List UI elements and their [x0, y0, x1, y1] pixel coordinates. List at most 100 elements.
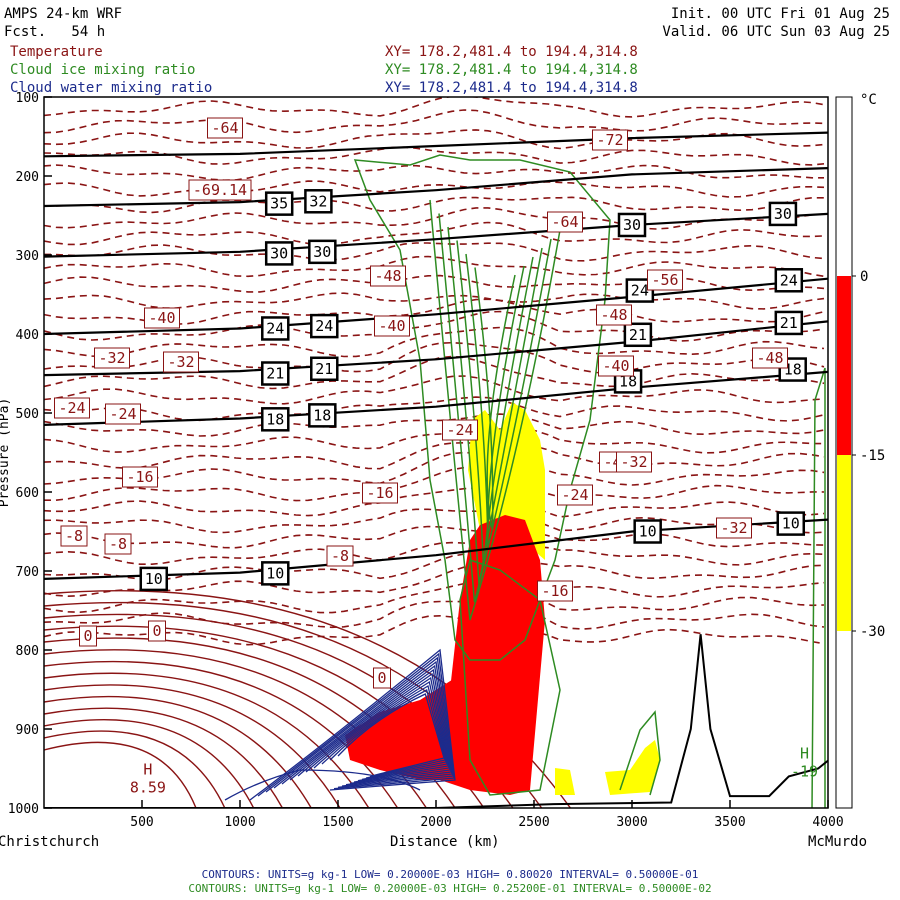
temperature-label-box	[188, 179, 252, 201]
temperature-label: -40	[148, 309, 175, 327]
temperature-label-box	[442, 419, 478, 441]
theta-label-box	[139, 566, 169, 592]
high-marker-letter: H	[800, 744, 809, 762]
temperature-contour	[44, 441, 825, 470]
theta-label-box	[774, 310, 804, 336]
theta-label-box	[625, 278, 655, 303]
temperature-contour	[44, 97, 825, 118]
theta-label: 18	[266, 410, 284, 428]
x-start-label: Christchurch	[0, 834, 100, 850]
temperature-label: -24	[561, 486, 588, 504]
temperature-label: -69.14	[193, 181, 247, 199]
temperature-contour	[44, 695, 312, 808]
cloud-water-contour	[337, 693, 445, 776]
cloud-ice-contour	[429, 199, 561, 621]
cloud-ice-contour	[447, 226, 543, 585]
plot-area: 35 32 30 30 30 30 24 24 24 24 21 21 21 21 18 18 18 18 10 10…	[44, 97, 828, 808]
theta-label: 30	[623, 216, 641, 234]
init-time: Init. 00 UTC Fri 01 Aug 25	[670, 6, 890, 22]
temperature-contour	[44, 614, 825, 646]
temperature-label-box	[592, 129, 628, 151]
theta-label-box	[768, 201, 798, 227]
temperature-contour	[44, 207, 825, 230]
theta-label: 21	[315, 360, 333, 378]
theta-label-box	[633, 519, 662, 544]
temperature-contour	[44, 672, 370, 808]
theta-label: 24	[780, 271, 798, 289]
y-tick-label: 600	[16, 486, 39, 501]
temperature-contour	[44, 487, 825, 518]
theta-label: 21	[629, 326, 647, 344]
theta-label: 24	[631, 282, 649, 300]
cloud-water-contour	[313, 680, 448, 780]
temperature-label-box	[374, 315, 410, 337]
temperature-label-box	[557, 484, 593, 506]
cloud-ice-outline	[353, 154, 611, 661]
temperature-label-box	[370, 265, 406, 287]
theta-label: 18	[619, 372, 637, 390]
temperature-dashed-contours	[44, 97, 825, 646]
footer-water-contours: CONTOURS: UNITS=g kg-1 LOW= 0.20000E-03 …	[201, 868, 699, 881]
theta-label-box	[261, 407, 290, 432]
temperature-label-box	[163, 351, 199, 373]
temperature-contour	[44, 146, 825, 166]
x-tick-label: 2500	[518, 815, 549, 830]
theta-label: 10	[266, 564, 284, 582]
temperature-contour	[44, 541, 825, 566]
theta-label: 30	[313, 243, 331, 261]
cloud-ice-contour	[438, 213, 552, 603]
temperature-label: -56	[651, 271, 678, 289]
colorbar-band	[837, 455, 851, 631]
temperature-contour	[44, 396, 825, 422]
temperature-contour	[44, 466, 825, 502]
theta-label-box	[264, 191, 294, 216]
y-tick-label: 100	[16, 91, 39, 106]
temperature-contour	[44, 109, 825, 134]
model-title: AMPS 24-km WRF	[4, 6, 123, 22]
temperature-label: -32	[720, 519, 747, 537]
x-tick-label: 3500	[714, 815, 745, 830]
temperature-label: 0	[152, 622, 161, 640]
temperature-label-box	[598, 355, 634, 377]
theta-label: 18	[784, 361, 802, 379]
temperature-contour	[44, 427, 825, 454]
temperature-label-box	[547, 211, 583, 233]
colorbar-band	[837, 276, 851, 455]
theta-label: 30	[270, 244, 288, 262]
high-marker-value: -19	[791, 762, 818, 780]
y-tick-label: 400	[16, 328, 39, 343]
theta-label-box	[617, 212, 647, 238]
x-axis-title: Distance (km)	[390, 834, 500, 850]
temperature-label: -24	[58, 399, 85, 417]
temperature-label: -8	[65, 527, 83, 545]
temperature-contour	[44, 707, 284, 808]
theta-label: 30	[774, 205, 792, 223]
colorbar-unit: °C	[860, 92, 877, 108]
temperature-contour	[44, 719, 255, 808]
temperature-contour	[44, 413, 825, 437]
theta-label: 10	[639, 523, 657, 541]
high-marker-value: 8.59	[130, 778, 166, 796]
valid-time: Valid. 06 UTC Sun 03 Aug 25	[662, 24, 890, 40]
theta-label: 18	[313, 406, 331, 424]
theta-label-box	[261, 361, 290, 386]
theta-label-box	[304, 189, 333, 214]
temperature-label: -8	[109, 535, 127, 553]
temperature-contour	[44, 508, 825, 534]
temperature-contour	[44, 600, 825, 630]
temperature-label: -32	[98, 349, 125, 367]
colorbar-label: 0	[860, 269, 868, 285]
temperature-contour	[44, 292, 825, 310]
theta-contour-line	[44, 320, 828, 377]
cloud-water-contour	[265, 656, 454, 793]
cloud-ice-contour	[459, 559, 561, 796]
y-tick-label: 800	[16, 644, 39, 659]
temperature-label: -64	[211, 119, 238, 137]
temperature-label-box	[537, 580, 573, 602]
temperature-label: -48	[374, 267, 401, 285]
theta-label-box	[623, 322, 653, 348]
theta-label-box	[774, 268, 804, 293]
theta-label-box	[308, 239, 337, 265]
x-tick-label: 4000	[812, 815, 843, 830]
theta-label: 32	[309, 192, 327, 210]
